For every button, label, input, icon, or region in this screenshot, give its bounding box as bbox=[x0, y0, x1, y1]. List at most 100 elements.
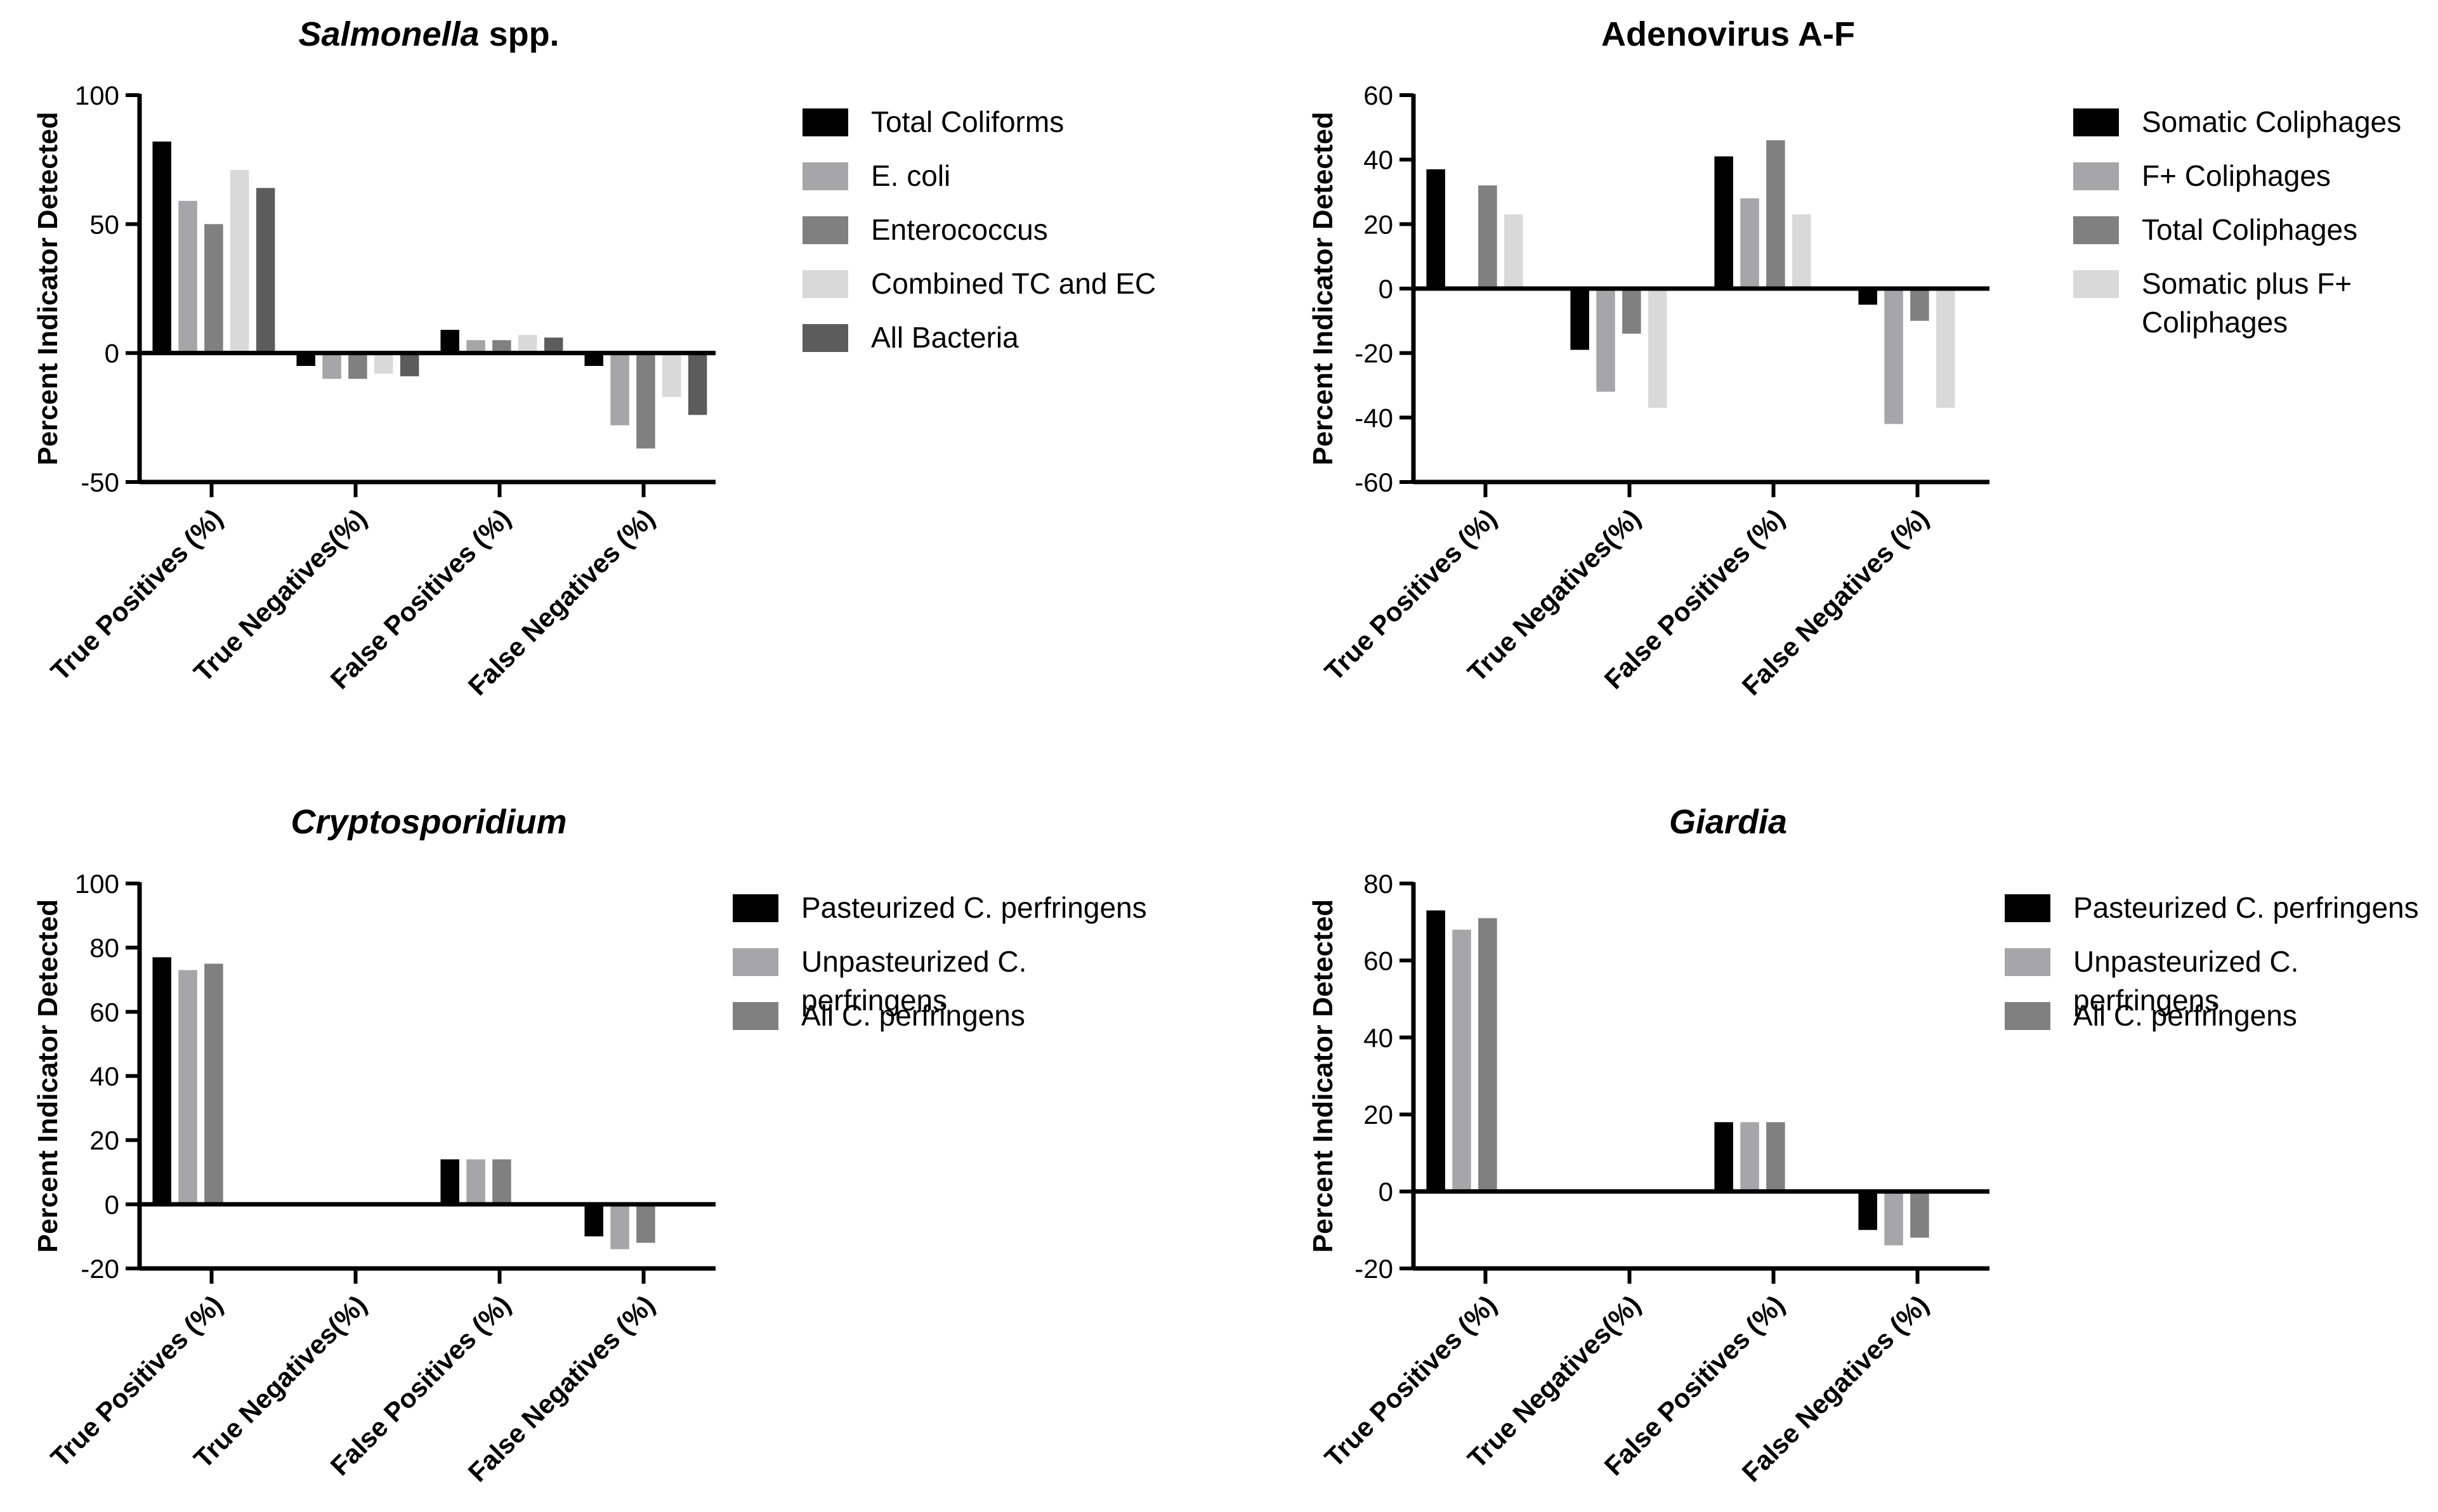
legend-label-line: perfringens bbox=[801, 984, 947, 1017]
y-tick-label: 60 bbox=[1363, 946, 1393, 975]
bar-total-coliphages-1 bbox=[1478, 185, 1497, 289]
legend-label-somatic-plus-f-coliphages: Somatic plus F+ Coliphages bbox=[2142, 267, 2352, 339]
legend-label-total-coliforms: Total Coliforms bbox=[871, 105, 1064, 138]
bar-pasteurized-c-perfringens-4 bbox=[1858, 1191, 1877, 1230]
bar-all-c-perfringens-3 bbox=[1766, 1122, 1785, 1192]
legend-swatch-somatic-coliphages bbox=[2073, 108, 2119, 136]
bar-pasteurized-c-perfringens-3 bbox=[440, 1159, 459, 1204]
legend-swatch-f-coliphages bbox=[2073, 162, 2119, 190]
y-tick-label: 20 bbox=[89, 1126, 119, 1156]
chart-title-italic: Salmonella bbox=[298, 15, 479, 53]
bar-unpasteurized-c-perfringens-4 bbox=[610, 1204, 629, 1249]
y-tick-label: 100 bbox=[75, 81, 119, 110]
y-tick-label: 80 bbox=[89, 933, 119, 963]
legend-label-total-coliphages: Total Coliphages bbox=[2142, 213, 2357, 246]
bar-all-c-perfringens-4 bbox=[1910, 1191, 1929, 1238]
legend-swatch-e-coli bbox=[803, 162, 848, 190]
chart-title-italic: Cryptosporidium bbox=[291, 803, 567, 841]
bar-all-bacteria-1 bbox=[256, 188, 275, 353]
bar-total-coliphages-4 bbox=[1910, 289, 1929, 321]
bar-somatic-coliphages-4 bbox=[1858, 289, 1877, 305]
legend-label-line: Somatic plus F+ bbox=[2142, 267, 2352, 300]
legend-label-line: Coliphages bbox=[2142, 306, 2288, 339]
bar-total-coliforms-4 bbox=[584, 353, 603, 366]
legend-swatch-somatic-plus-f-coliphages bbox=[2073, 270, 2119, 298]
legend-swatch-all-c-perfringens bbox=[2005, 1002, 2050, 1030]
y-tick-label: -20 bbox=[81, 1254, 119, 1284]
y-tick-label: 50 bbox=[89, 209, 119, 239]
legend-label-line: Unpasteurized C. bbox=[801, 945, 1026, 978]
legend-label-somatic-coliphages: Somatic Coliphages bbox=[2142, 105, 2401, 138]
y-tick-label: -60 bbox=[1354, 467, 1393, 497]
bar-total-coliphages-2 bbox=[1622, 289, 1641, 334]
legend-label-f-coliphages: F+ Coliphages bbox=[2142, 159, 2331, 192]
bar-unpasteurized-c-perfringens-3 bbox=[1740, 1122, 1759, 1192]
y-tick-label: -20 bbox=[1354, 339, 1393, 368]
bar-unpasteurized-c-perfringens-1 bbox=[178, 970, 197, 1204]
bar-f-coliphages-2 bbox=[1596, 289, 1615, 392]
y-tick-label: 0 bbox=[1379, 1177, 1393, 1207]
chart-panel-4: Giardia Percent Indicator Detected 80 60 40 2… bbox=[1307, 803, 2419, 1487]
y-tick-label: 0 bbox=[1379, 274, 1393, 304]
y-axis-label: Percent Indicator Detected bbox=[1307, 899, 1339, 1253]
bar-f-coliphages-3 bbox=[1740, 198, 1759, 289]
legend-swatch-all-c-perfringens bbox=[733, 1002, 778, 1030]
legend-swatch-unpasteurized-c-perfringens bbox=[733, 948, 778, 976]
y-axis-label: Percent Indicator Detected bbox=[1307, 112, 1339, 466]
legend-label-pasteurized-c-perfringens: Pasteurized C. perfringens bbox=[801, 891, 1147, 924]
y-tick-label: 0 bbox=[105, 339, 119, 368]
bar-somatic-plus-f-coliphages-3 bbox=[1792, 214, 1811, 289]
bar-pasteurized-c-perfringens-4 bbox=[584, 1204, 603, 1237]
chart-title-rest: Adenovirus A-F bbox=[1601, 15, 1855, 53]
bar-enterococcus-4 bbox=[636, 353, 655, 449]
chart-panel-1: Salmonella spp. Percent Indicator Detecte… bbox=[32, 15, 1156, 701]
bar-all-c-perfringens-4 bbox=[636, 1204, 655, 1243]
bar-all-c-perfringens-1 bbox=[1478, 918, 1497, 1192]
legend-swatch-pasteurized-c-perfringens bbox=[733, 894, 778, 922]
y-axis-label: Percent Indicator Detected bbox=[32, 899, 63, 1253]
chart-title: Cryptosporidium bbox=[291, 803, 567, 841]
bar-somatic-coliphages-2 bbox=[1570, 289, 1589, 350]
y-tick-label: 80 bbox=[1363, 869, 1393, 899]
bar-pasteurized-c-perfringens-1 bbox=[1426, 910, 1445, 1192]
y-tick-label: 60 bbox=[1363, 81, 1393, 110]
chart-title: Salmonella spp. bbox=[298, 15, 559, 53]
legend-label-unpasteurized-c-perfringens: Unpasteurized C. perfringens bbox=[801, 945, 1026, 1017]
chart-title-italic: Giardia bbox=[1669, 803, 1787, 841]
y-tick-label: 40 bbox=[1363, 1023, 1393, 1053]
bar-pasteurized-c-perfringens-3 bbox=[1714, 1122, 1733, 1192]
legend-label-all-bacteria: All Bacteria bbox=[871, 321, 1019, 354]
bar-e-coli-2 bbox=[322, 353, 341, 379]
chart-title-rest: spp. bbox=[480, 15, 560, 53]
bar-pasteurized-c-perfringens-1 bbox=[152, 957, 171, 1204]
legend-label-combined-tc-and-ec: Combined TC and EC bbox=[871, 267, 1156, 300]
legend-label-pasteurized-c-perfringens: Pasteurized C. perfringens bbox=[2073, 891, 2419, 924]
y-axis-label: Percent Indicator Detected bbox=[32, 112, 63, 466]
bar-total-coliphages-3 bbox=[1766, 140, 1785, 289]
y-tick-label: 20 bbox=[1363, 1100, 1393, 1130]
y-tick-label: 40 bbox=[1363, 145, 1393, 175]
bar-combined-tc-and-ec-1 bbox=[230, 169, 249, 353]
chart-title: Giardia bbox=[1669, 803, 1787, 841]
legend-label-all-c-perfringens: All C. perfringens bbox=[801, 999, 1025, 1032]
bar-all-bacteria-2 bbox=[400, 353, 419, 377]
bar-all-c-perfringens-3 bbox=[492, 1159, 511, 1204]
bar-total-coliforms-2 bbox=[296, 353, 315, 366]
y-tick-label: 100 bbox=[75, 869, 119, 899]
chart-panel-3: Cryptosporidium Percent Indicator Detecte… bbox=[32, 803, 1147, 1487]
bar-somatic-plus-f-coliphages-2 bbox=[1648, 289, 1667, 408]
bar-somatic-coliphages-1 bbox=[1426, 169, 1445, 289]
legend-label-unpasteurized-c-perfringens: Unpasteurized C. perfringens bbox=[2073, 945, 2298, 1017]
bar-somatic-plus-f-coliphages-4 bbox=[1936, 289, 1955, 408]
legend-label-all-c-perfringens: All C. perfringens bbox=[2073, 999, 2297, 1032]
y-tick-label: 40 bbox=[89, 1062, 119, 1092]
bar-all-c-perfringens-1 bbox=[204, 963, 223, 1204]
bar-unpasteurized-c-perfringens-3 bbox=[466, 1159, 485, 1204]
chart-title: Adenovirus A-F bbox=[1601, 15, 1855, 53]
legend-swatch-unpasteurized-c-perfringens bbox=[2005, 948, 2050, 976]
bar-combined-tc-and-ec-4 bbox=[662, 353, 681, 397]
legend-swatch-pasteurized-c-perfringens bbox=[2005, 894, 2050, 922]
y-tick-label: -20 bbox=[1354, 1254, 1393, 1284]
bar-total-coliforms-3 bbox=[440, 330, 459, 353]
